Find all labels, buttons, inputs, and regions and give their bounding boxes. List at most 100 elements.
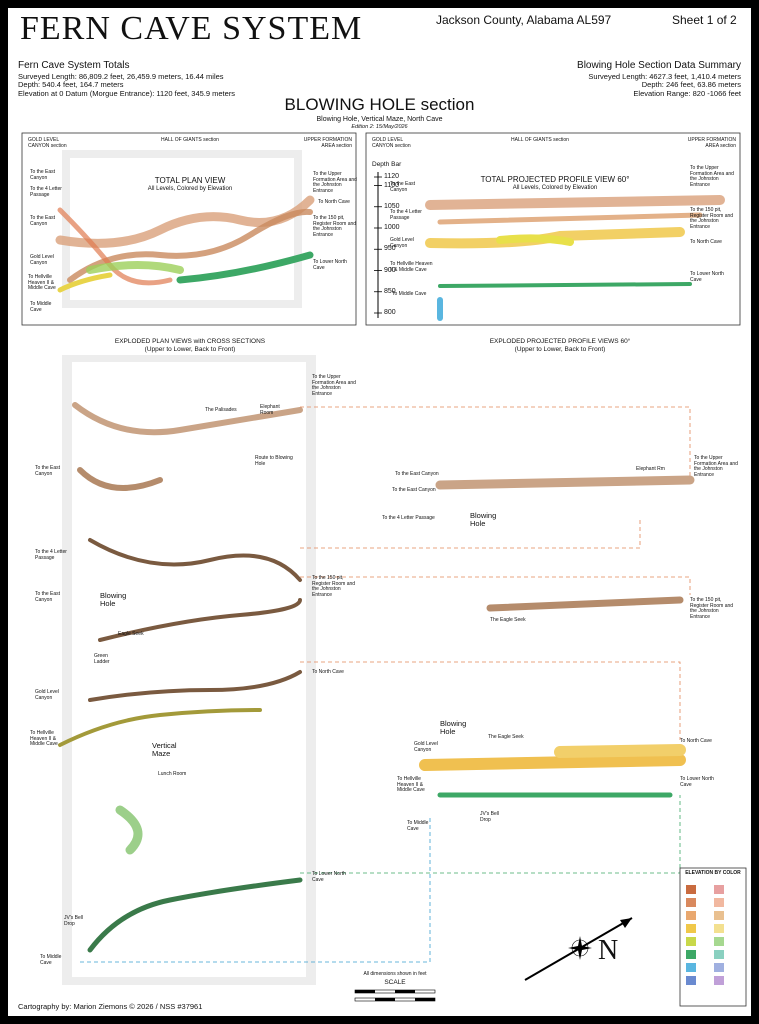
map-label: To the 150 pit, Register Room and the Jo… [690,207,734,230]
data-line: Surveyed Length: 86,809.2 feet, 26,459.9… [18,72,224,81]
map-label: Gold Level Canyon [414,741,438,753]
map-label: To Hellville Heaven II & Middle Cave [28,274,56,291]
map-label: To Lower North Cave [313,259,347,271]
exploded-profile-subtitle: (Upper to Lower, Back to Front) [514,346,606,353]
map-label: To Middle Cave [40,954,62,966]
map-label: To North Cave [680,738,712,744]
map-label: The Eagle Seek [490,617,526,623]
north-arrow [524,917,633,981]
map-label: To the 4 Letter Passage [390,209,422,221]
map-label: Blowing Hole [440,719,467,737]
map-label: To the 4 Letter Passage [30,186,62,198]
depth-tick-label: 1100 [384,181,400,189]
map-label: To the 4 Letter Passage [382,515,435,521]
summary-lines: Surveyed Length: 4627.3 feet, 1,410.4 me… [588,72,741,98]
map-label: GOLD LEVEL CANYON section [372,137,411,149]
map-label: To North Cave [318,199,350,205]
map-label: Gold Level Canyon [35,689,59,701]
map-label: Gold Level Canyon [30,254,54,266]
map-label: To Lower North Cave [690,271,724,283]
totals-lines: Surveyed Length: 86,809.2 feet, 26,459.9… [18,72,236,98]
map-label: Elephant Room [260,404,280,416]
map-label: Blowing Hole [100,591,127,609]
map-label: To the 150 pit, Register Room and the Jo… [313,215,357,238]
depth-tick-label: 1000 [384,224,400,231]
credit: Cartography by: Marion Ziemons © 2026 / … [18,1002,203,1011]
map-label: To the Upper Formation Area and the John… [312,374,356,397]
map-label: Eagle Seek [118,631,144,637]
map-label: To Hellville Heaven II & Middle Cave [30,730,58,747]
map-label: HALL OF GIANTS section [511,137,569,143]
map-label: UPPER FORMATION AREA section [303,137,352,149]
map-label: To the East Canyon [392,487,436,493]
north-label: N [598,935,619,966]
map-label: UPPER FORMATION AREA section [687,137,736,149]
map-label: To the East Canyon [30,169,56,181]
map-label: Green Ladder [94,653,110,665]
exploded-plan-title: EXPLODED PLAN VIEWS with CROSS SECTIONS [114,338,266,345]
exploded-plan-passages [58,402,303,953]
map-label: To Middle Cave [392,291,427,297]
scale-note: All dimensions shown in feet [363,971,427,977]
depth-tick-label: 850 [384,287,396,295]
map-label: To the 150 pit, Register Room and the Jo… [312,575,356,598]
map-label: To Lower North Cave [680,776,714,788]
map-label: To North Cave [312,669,344,675]
map-label: Lunch Room [158,771,187,777]
depth-tick-label: 800 [384,309,396,316]
exploded-inner [72,362,306,977]
depth-tick-label: 1120 [384,173,400,180]
map-label: To the East Canyon [35,591,61,603]
map-label: Gold Level Canyon [390,237,414,249]
data-line: Depth: 540.4 feet, 164.7 meters [18,80,124,90]
summary-heading: Blowing Hole Section Data Summary [577,60,741,71]
section-title: BLOWING HOLE section [284,95,475,114]
map-label: To the 150 pit, Register Room and the Jo… [690,597,734,620]
map-label: JV's Bell Drop [480,811,500,823]
location: Jackson County, Alabama AL597 [436,13,612,27]
map-label: HALL OF GIANTS section [161,137,219,143]
data-line: Elevation Range: 820 -1066 feet [633,88,741,98]
section-subtitle: Blowing Hole, Vertical Maze, North Cave [316,116,443,123]
map-label: To Lower North Cave [312,871,346,883]
profile-passages [425,195,725,321]
map-label: To the East Canyon [390,181,416,193]
map-label: To the Upper Formation Area and the John… [313,171,357,194]
map-label: To Middle Cave [30,301,52,313]
data-line: Elevation at 0 Datum (Morgue Entrance): … [18,88,236,98]
map-label: To the Upper Formation Area and the John… [690,165,734,188]
panel-title: TOTAL PROJECTED PROFILE VIEW 60° [480,175,630,184]
exploded-plan-subtitle: (Upper to Lower, Back to Front) [144,346,236,353]
exploded-profile-passages [419,475,695,798]
map-label: The Palisades [205,407,237,413]
edition: Edition 2: 15/May/2026 [351,124,408,130]
map-title: FERN CAVE SYSTEM [20,10,363,47]
exploded-profile-title: EXPLODED PROJECTED PROFILE VIEWS 60° [489,338,631,345]
panel-title: TOTAL PLAN VIEW [154,176,226,185]
map-label: JV's Bell Drop [64,915,84,927]
link-lines [80,406,691,963]
depth-tick-label: 950 [384,245,396,253]
map-label: Vertical Maze [152,741,177,759]
scale-title: SCALE [384,979,406,986]
depth-tick-label: 1050 [384,202,400,210]
map-label: To the East Canyon [395,471,439,477]
map-label: To Middle Cave [407,820,429,832]
panel-subtitle: All Levels, Colored by Elevation [147,186,233,192]
map-label: To the Upper Formation Area and the John… [694,455,738,478]
map-label: To the 4 Letter Passage [35,549,67,561]
map-label: To the East Canyon [35,465,61,477]
map-label: To the East Canyon [30,215,56,227]
legend-title: ELEVATION BY COLOR [685,870,741,876]
depth-tick-label: 900 [384,266,396,274]
plan-panel [21,132,357,326]
map-label: Elephant Rm [636,466,665,472]
depth-bar-label: Depth Bar [372,161,402,168]
map-label: To Hellville Heaven II & Middle Cave [397,776,425,793]
sheet-number: Sheet 1 of 2 [672,13,737,27]
map-label: To North Cave [690,239,722,245]
data-line: Surveyed Length: 4627.3 feet, 1,410.4 me… [588,72,741,81]
plan-passages [55,195,315,293]
